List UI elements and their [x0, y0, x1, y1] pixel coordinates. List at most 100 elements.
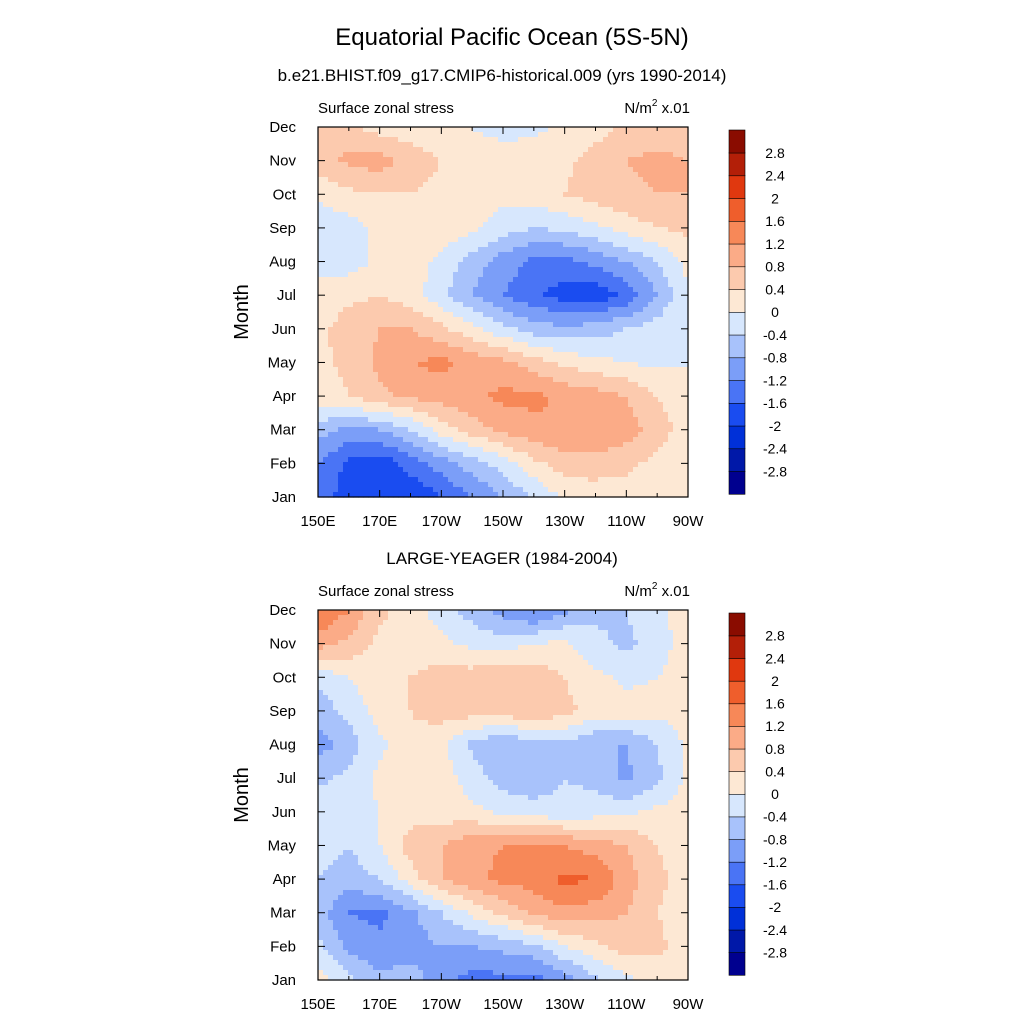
contour-cell: [673, 307, 679, 313]
contour-cell: [413, 382, 419, 388]
contour-cell: [578, 162, 584, 168]
contour-cell: [438, 307, 444, 313]
contour-cell: [333, 427, 339, 433]
contour-cell: [683, 432, 689, 438]
contour-cell: [493, 267, 499, 273]
contour-cell: [318, 367, 324, 373]
contour-cell: [643, 447, 649, 453]
contour-cell: [433, 207, 439, 213]
contour-cell: [603, 442, 609, 448]
contour-cell: [603, 222, 609, 228]
contour-cell: [583, 382, 589, 388]
contour-cell: [553, 357, 559, 363]
contour-cell: [358, 272, 364, 278]
contour-cell: [583, 322, 589, 328]
contour-cell: [413, 347, 419, 353]
contour-cell: [358, 247, 364, 253]
contour-cell: [383, 327, 389, 333]
contour-cell: [628, 197, 634, 203]
contour-cell: [433, 417, 439, 423]
contour-cell: [638, 422, 644, 428]
contour-cell: [598, 237, 604, 243]
contour-cell: [518, 237, 524, 243]
contour-cell: [433, 132, 439, 138]
contour-cell: [538, 417, 544, 423]
contour-cell: [543, 407, 549, 413]
contour-cell: [653, 332, 659, 338]
contour-cell: [558, 297, 564, 303]
contour-cell: [648, 207, 654, 213]
contour-cell: [368, 412, 374, 418]
contour-cell: [523, 152, 529, 158]
contour-cell: [438, 267, 444, 273]
contour-cell: [348, 412, 354, 418]
contour-cell: [633, 362, 639, 368]
contour-cell: [448, 232, 454, 238]
contour-cell: [618, 357, 624, 363]
contour-cell: [333, 187, 339, 193]
contour-cell: [613, 377, 619, 383]
contour-cell: [358, 162, 364, 168]
contour-cell: [438, 147, 444, 153]
contour-cell: [523, 132, 529, 138]
contour-cell: [463, 232, 469, 238]
contour-cell: [608, 397, 614, 403]
contour-cell: [473, 352, 479, 358]
contour-cell: [468, 417, 474, 423]
contour-cell: [463, 217, 469, 223]
contour-cell: [678, 332, 684, 338]
contour-cell: [498, 142, 504, 148]
contour-cell: [658, 252, 664, 258]
contour-cell: [668, 392, 674, 398]
contour-cell: [518, 152, 524, 158]
contour-cell: [408, 362, 414, 368]
contour-cell: [583, 162, 589, 168]
contour-cell: [328, 332, 334, 338]
contour-cell: [328, 147, 334, 153]
contour-cell: [523, 232, 529, 238]
contour-cell: [673, 322, 679, 328]
contour-cell: [638, 202, 644, 208]
contour-cell: [408, 442, 414, 448]
contour-cell: [453, 177, 459, 183]
contour-cell: [388, 347, 394, 353]
contour-cell: [518, 172, 524, 178]
contour-cell: [363, 132, 369, 138]
contour-cell: [683, 437, 689, 443]
contour-cell: [343, 437, 349, 443]
contour-cell: [408, 212, 414, 218]
contour-cell: [563, 317, 569, 323]
contour-cell: [373, 357, 379, 363]
contour-cell: [498, 327, 504, 333]
contour-cell: [413, 142, 419, 148]
contour-cell: [413, 362, 419, 368]
contour-cell: [363, 282, 369, 288]
contour-cell: [568, 182, 574, 188]
contour-cell: [553, 307, 559, 313]
contour-cell: [623, 292, 629, 298]
contour-cell: [433, 387, 439, 393]
contour-cell: [653, 412, 659, 418]
contour-cell: [678, 367, 684, 373]
contour-cell: [393, 152, 399, 158]
contour-cell: [373, 217, 379, 223]
contour-cell: [468, 412, 474, 418]
contour-cell: [618, 347, 624, 353]
contour-cell: [478, 412, 484, 418]
contour-cell: [353, 247, 359, 253]
contour-cell: [383, 142, 389, 148]
contour-cell: [683, 272, 689, 278]
contour-cell: [608, 297, 614, 303]
contour-cell: [438, 452, 444, 458]
contour-cell: [648, 232, 654, 238]
contour-cell: [648, 167, 654, 173]
contour-cell: [418, 197, 424, 203]
contour-cell: [448, 347, 454, 353]
contour-cell: [458, 342, 464, 348]
contour-cell: [463, 337, 469, 343]
contour-cell: [643, 167, 649, 173]
contour-cell: [343, 132, 349, 138]
contour-cell: [563, 332, 569, 338]
contour-cell: [583, 367, 589, 373]
contour-cell: [498, 322, 504, 328]
